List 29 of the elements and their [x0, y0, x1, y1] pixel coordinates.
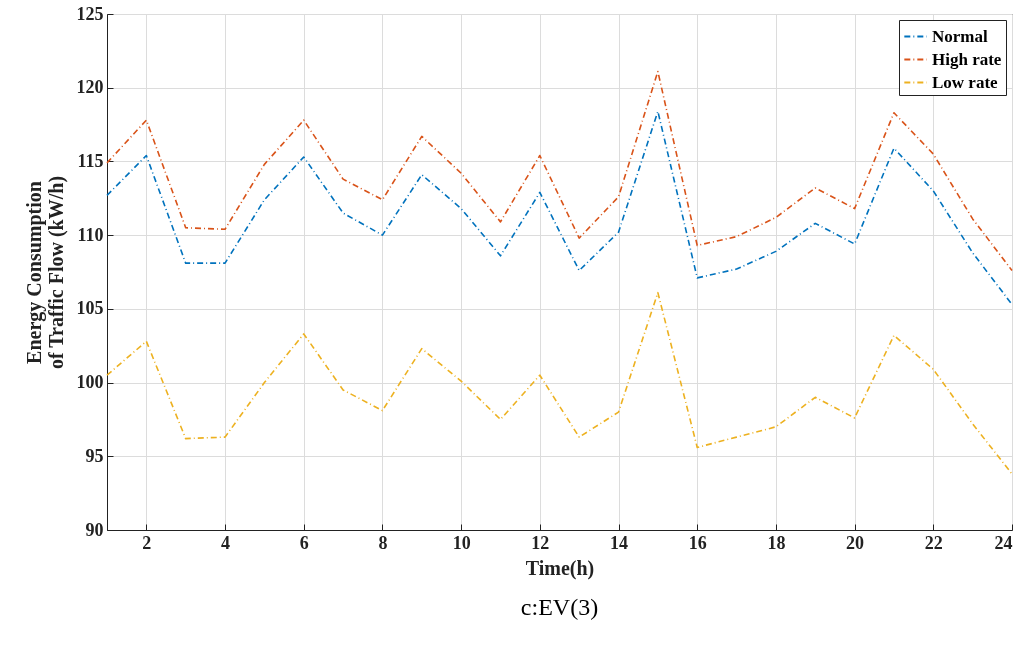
x-tick-label: 2 — [142, 532, 152, 553]
text: c:EV(3) — [520, 594, 599, 620]
legend-label: Normal — [932, 26, 988, 46]
line-series — [106, 291, 1013, 475]
y-tick-label: 95 — [85, 445, 104, 466]
line-series — [106, 70, 1013, 272]
x-tick-label: 24 — [994, 532, 1013, 553]
x-tick-label: 4 — [221, 532, 231, 553]
x-tick-label: 22 — [924, 532, 943, 553]
x-tick-label: 8 — [378, 532, 388, 553]
y-tick-label: 120 — [76, 77, 104, 98]
x-axis-title: Time(h) — [525, 556, 595, 580]
legend-label: High rate — [932, 49, 1002, 69]
legend-label: Low rate — [932, 72, 999, 92]
x-tick-label: 20 — [846, 532, 865, 553]
x-tick-label: 18 — [767, 532, 786, 553]
y-axis-title: Energy Consumption of Traffic Flow (kW/h) — [22, 175, 68, 370]
y-tick-label: 100 — [76, 372, 104, 393]
y-tick-label: 90 — [85, 519, 104, 540]
x-tick-label: 10 — [452, 532, 471, 553]
x-tick-label: 6 — [299, 532, 309, 553]
y-tick-label: 125 — [76, 3, 104, 24]
x-tick-label: 16 — [688, 532, 707, 553]
y-tick-label: 115 — [77, 150, 104, 171]
y-tick-label: 105 — [76, 298, 104, 319]
x-tick-label: 14 — [610, 532, 629, 553]
x-tick-label: 12 — [531, 532, 550, 553]
line-series — [106, 110, 1013, 306]
y-tick-label: 110 — [77, 224, 104, 245]
